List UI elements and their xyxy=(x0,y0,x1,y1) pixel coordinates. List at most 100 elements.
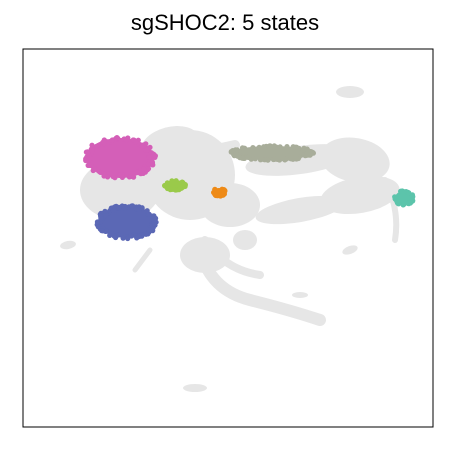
state-clusters xyxy=(83,135,416,242)
state-cell-point xyxy=(152,153,158,159)
background-trajectory xyxy=(382,177,400,243)
state-cell-point xyxy=(115,232,121,238)
state-cell-point xyxy=(116,204,122,210)
state-cell-point xyxy=(94,143,100,149)
state-cell-point xyxy=(95,167,101,173)
state-cell-point xyxy=(173,178,179,184)
state-cell-point xyxy=(181,181,187,187)
state-cell-point xyxy=(143,231,149,237)
state-cluster-2 xyxy=(98,206,156,238)
background-trajectory xyxy=(194,244,326,326)
state-cell-point xyxy=(409,194,415,201)
state-cell-point xyxy=(236,154,242,160)
state-cell-point xyxy=(401,201,407,207)
state-cell-point xyxy=(250,145,256,151)
state-cell-point xyxy=(109,137,115,143)
background-region xyxy=(342,245,358,255)
state-cell-point xyxy=(149,216,155,222)
state-cell-point xyxy=(169,178,175,184)
state-cell-point xyxy=(119,174,125,180)
state-cell-point xyxy=(88,162,94,168)
state-cell-point xyxy=(300,147,306,153)
state-cell-point xyxy=(85,150,91,157)
state-cluster-1 xyxy=(86,138,154,178)
state-cell-point xyxy=(394,198,400,204)
state-cell-point xyxy=(266,143,272,149)
state-cell-point xyxy=(234,147,240,153)
background-trajectory xyxy=(175,140,240,165)
state-cell-point xyxy=(109,231,115,237)
state-cell-point xyxy=(120,235,126,241)
state-cell-point xyxy=(265,157,271,163)
state-cell-point xyxy=(293,144,300,150)
state-cell-point xyxy=(134,169,140,175)
background-cells xyxy=(60,86,400,392)
state-cell-point xyxy=(165,185,171,192)
state-cell-point xyxy=(103,228,109,234)
state-cell-point xyxy=(252,156,258,162)
state-cell-point xyxy=(261,144,267,150)
state-cell-point xyxy=(146,154,152,160)
state-cell-point xyxy=(134,235,140,241)
state-cell-point xyxy=(212,191,218,197)
state-cell-point xyxy=(139,205,145,211)
state-cell-point xyxy=(293,154,299,161)
background-region xyxy=(183,384,207,392)
state-cell-point xyxy=(89,142,95,148)
state-cell-point xyxy=(212,186,218,192)
background-trajectory xyxy=(132,247,153,273)
state-cell-point xyxy=(100,139,106,145)
state-cell-point xyxy=(277,144,283,150)
background-region xyxy=(292,292,308,298)
state-cell-point xyxy=(220,192,226,198)
state-cell-point xyxy=(105,139,111,145)
background-region xyxy=(320,137,390,183)
state-cell-point xyxy=(131,174,137,180)
background-region xyxy=(60,240,76,250)
state-cell-point xyxy=(83,155,90,161)
state-cell-point xyxy=(94,219,100,225)
background-trajectory xyxy=(201,236,264,279)
plot-frame xyxy=(22,48,434,428)
state-cell-point xyxy=(144,208,150,214)
state-cell-point xyxy=(102,208,108,214)
background-region xyxy=(233,230,257,250)
background-region xyxy=(200,183,260,227)
state-cell-point xyxy=(271,156,278,162)
state-cell-point xyxy=(305,152,311,158)
state-cell-point xyxy=(144,147,150,153)
state-cell-point xyxy=(141,166,147,172)
state-cell-point xyxy=(89,147,95,153)
state-cell-point xyxy=(284,144,290,150)
state-cell-point xyxy=(145,166,152,172)
state-cell-point xyxy=(114,135,120,141)
state-cell-point xyxy=(256,144,262,150)
state-cell-point xyxy=(257,157,264,163)
state-cell-point xyxy=(164,180,170,186)
state-cell-point xyxy=(177,186,183,192)
state-cell-point xyxy=(222,188,228,194)
state-cell-point xyxy=(146,227,153,233)
state-cell-point xyxy=(133,139,139,145)
background-region xyxy=(255,195,345,225)
state-cell-point xyxy=(408,200,414,206)
state-cell-point xyxy=(284,156,290,162)
state-cell-point xyxy=(123,137,129,143)
state-cell-point xyxy=(171,186,177,192)
state-cell-point xyxy=(145,161,151,167)
state-cell-point xyxy=(129,203,135,209)
chart-title: sgSHOC2: 5 states xyxy=(130,10,320,35)
state-cell-point xyxy=(139,143,145,149)
state-cell-point xyxy=(101,173,107,179)
state-cell-point xyxy=(140,170,146,176)
state-cell-point xyxy=(228,149,234,155)
state-cell-point xyxy=(95,224,101,230)
state-cell-point xyxy=(128,233,134,239)
state-cell-point xyxy=(149,159,155,165)
state-cell-point xyxy=(245,154,252,160)
state-cell-point xyxy=(399,189,406,195)
state-cell-point xyxy=(98,215,104,221)
state-cell-point xyxy=(306,148,312,154)
state-cell-point xyxy=(99,228,105,234)
